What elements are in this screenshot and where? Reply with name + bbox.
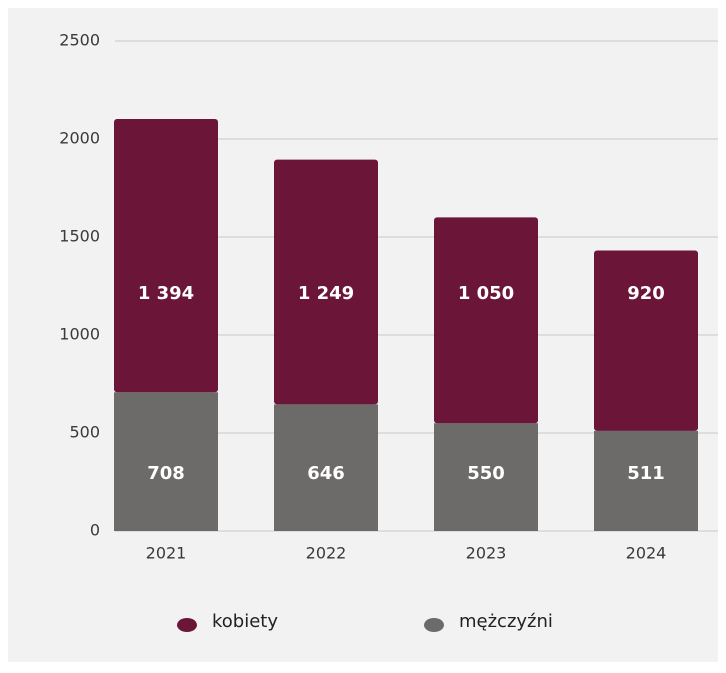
value-label: 511 [627,463,665,484]
value-label: 708 [147,463,185,484]
legend-marker [177,618,197,632]
bar-segment [274,159,378,405]
value-label: 920 [627,283,665,304]
legend-label: mężczyźni [459,611,553,632]
x-tick-label: 2024 [626,544,667,563]
y-tick-label: 1500 [59,227,100,246]
value-label: 1 050 [458,283,514,304]
value-label: 646 [307,463,345,484]
x-tick-label: 2023 [466,544,507,563]
y-tick-label: 2000 [59,129,100,148]
value-label: 1 249 [298,283,354,304]
y-tick-label: 2500 [59,31,100,50]
bar-segment [274,404,378,531]
bar-segment [434,217,538,424]
bar-segment [594,250,698,431]
bar-segment [594,430,698,531]
bar-segment [114,392,218,531]
y-tick-label: 0 [90,521,100,540]
y-tick-label: 1000 [59,325,100,344]
legend-marker [424,618,444,632]
value-label: 1 394 [138,283,194,304]
x-tick-label: 2021 [146,544,187,563]
x-tick-label: 2022 [306,544,347,563]
bar-segment [114,119,218,393]
y-tick-label: 500 [69,423,100,442]
value-label: 550 [467,463,505,484]
bar-segment [434,423,538,531]
legend-label: kobiety [212,611,278,632]
